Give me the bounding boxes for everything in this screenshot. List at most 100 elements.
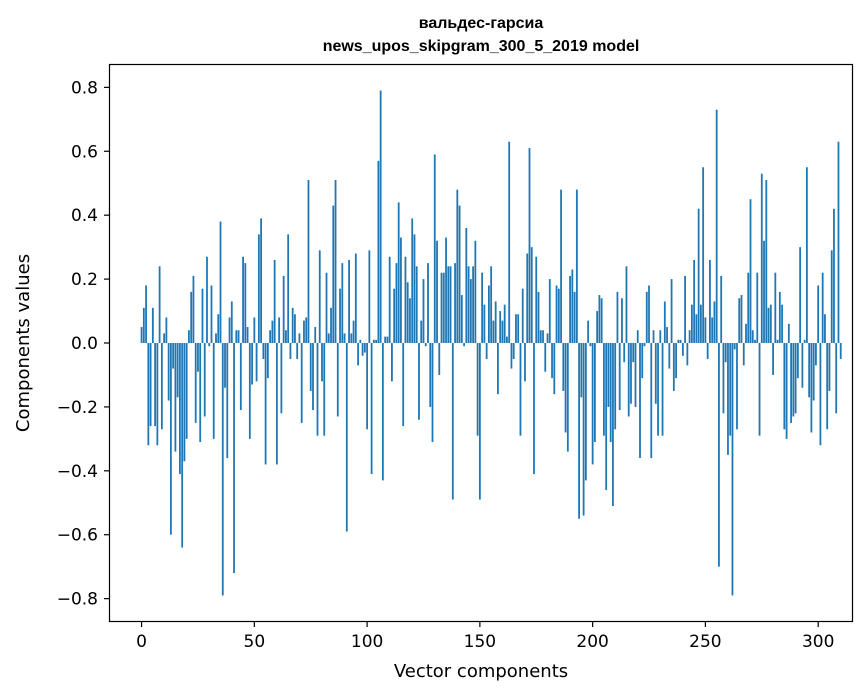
bar bbox=[510, 343, 513, 369]
bar bbox=[564, 343, 567, 433]
bar bbox=[533, 343, 535, 475]
bar bbox=[237, 330, 240, 343]
bar bbox=[702, 167, 705, 343]
bar bbox=[839, 343, 842, 359]
bar bbox=[409, 298, 411, 343]
bar bbox=[359, 339, 362, 343]
bar bbox=[239, 343, 242, 411]
bar bbox=[621, 298, 623, 343]
bar bbox=[158, 266, 161, 343]
bar bbox=[501, 320, 504, 343]
bar bbox=[244, 263, 247, 343]
bar bbox=[711, 317, 714, 343]
bar bbox=[262, 343, 265, 359]
bar bbox=[742, 343, 745, 366]
x-tick-label: 300 bbox=[802, 632, 834, 652]
bar bbox=[269, 330, 272, 343]
bar bbox=[675, 343, 677, 379]
bar bbox=[481, 272, 484, 343]
bar bbox=[377, 160, 380, 343]
bar bbox=[316, 343, 319, 436]
bar bbox=[402, 343, 405, 427]
bar bbox=[458, 205, 461, 343]
bar bbox=[422, 279, 425, 343]
bar bbox=[285, 330, 287, 343]
bar bbox=[350, 333, 353, 343]
bar bbox=[801, 343, 804, 388]
bar bbox=[596, 311, 599, 343]
bar bbox=[499, 311, 502, 343]
bar bbox=[449, 266, 452, 343]
bar bbox=[248, 343, 251, 439]
bar bbox=[151, 307, 154, 343]
bar bbox=[553, 343, 556, 395]
bar bbox=[420, 320, 423, 343]
bar bbox=[325, 272, 328, 343]
bar bbox=[255, 343, 258, 382]
bar bbox=[835, 343, 838, 414]
bar bbox=[815, 343, 817, 366]
bar bbox=[330, 307, 332, 343]
bar bbox=[391, 343, 393, 382]
bar bbox=[614, 343, 617, 430]
bar bbox=[828, 343, 831, 391]
bar bbox=[463, 343, 465, 347]
bar bbox=[318, 250, 321, 343]
bar bbox=[657, 343, 659, 436]
bar bbox=[278, 317, 281, 343]
y-tick-label: 0.4 bbox=[71, 206, 98, 226]
bar bbox=[282, 275, 285, 343]
bar bbox=[203, 343, 206, 417]
bar bbox=[312, 343, 314, 411]
bar bbox=[321, 343, 323, 382]
bar bbox=[751, 330, 754, 343]
bar bbox=[334, 180, 337, 343]
bar bbox=[830, 250, 833, 343]
bars-group bbox=[140, 90, 842, 596]
bar bbox=[260, 218, 262, 343]
bar bbox=[566, 343, 569, 452]
chart-title-line-1: вальдес-гарсиа bbox=[419, 15, 544, 32]
bar bbox=[474, 240, 477, 343]
bar bbox=[731, 343, 734, 596]
bar bbox=[406, 282, 409, 343]
bar bbox=[607, 343, 610, 407]
bar bbox=[404, 256, 407, 343]
bar bbox=[217, 314, 220, 343]
bar bbox=[519, 343, 522, 436]
bar bbox=[603, 343, 605, 436]
bar bbox=[271, 320, 274, 343]
bar bbox=[242, 256, 244, 343]
bar bbox=[460, 295, 463, 343]
bar bbox=[524, 343, 526, 382]
bar bbox=[210, 285, 213, 343]
bar bbox=[729, 343, 732, 436]
bar bbox=[715, 109, 718, 344]
bar bbox=[266, 343, 269, 379]
bar bbox=[794, 343, 797, 414]
bar bbox=[361, 343, 364, 356]
bar bbox=[826, 343, 829, 430]
bar bbox=[289, 343, 292, 359]
bar bbox=[506, 336, 508, 343]
bar bbox=[300, 343, 303, 423]
bar bbox=[424, 343, 427, 347]
bar bbox=[147, 343, 150, 446]
bar bbox=[537, 291, 540, 343]
bar bbox=[476, 343, 479, 436]
bar bbox=[197, 343, 199, 372]
bar bbox=[688, 330, 691, 343]
y-tick-label: 0.8 bbox=[71, 78, 98, 98]
bar bbox=[600, 298, 603, 343]
bar bbox=[772, 343, 774, 375]
bar bbox=[415, 266, 418, 343]
bar bbox=[799, 247, 802, 343]
bar bbox=[467, 266, 470, 343]
bar bbox=[833, 208, 835, 343]
bar bbox=[670, 279, 673, 343]
bar bbox=[709, 259, 711, 343]
bar bbox=[490, 266, 493, 343]
bar bbox=[783, 343, 786, 430]
bar bbox=[357, 343, 359, 366]
bar bbox=[727, 343, 729, 455]
